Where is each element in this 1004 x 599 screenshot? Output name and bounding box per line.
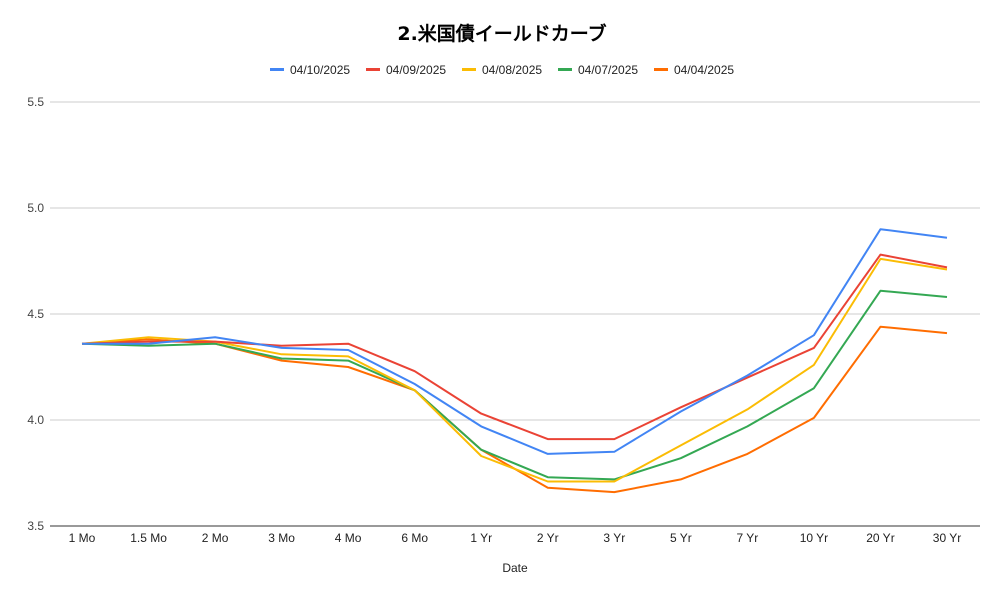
x-tick-label: 1.5 Mo — [130, 531, 167, 545]
legend-label: 04/07/2025 — [578, 63, 638, 77]
series-line-1[interactable] — [81, 253, 948, 441]
legend-swatch — [462, 68, 476, 71]
chart-title: 2.米国債イールドカーブ — [397, 23, 607, 45]
x-axis-title: Date — [502, 561, 528, 575]
legend-item[interactable]: 04/07/2025 — [558, 63, 638, 77]
x-tick-label: 3 Mo — [268, 531, 295, 545]
legend-label: 04/10/2025 — [290, 63, 350, 77]
y-tick-label: 4.0 — [27, 413, 44, 427]
x-tick-label: 4 Mo — [335, 531, 362, 545]
x-tick-label: 30 Yr — [933, 531, 961, 545]
grid-layer: 3.5 4.0 4.5 5.0 5.5 — [27, 95, 980, 533]
legend[interactable]: 04/10/2025 04/09/2025 04/08/2025 04/07/2025… — [270, 63, 734, 77]
axis-layer: Date 1 Mo 1.5 Mo 2 Mo 3 Mo 4 Mo 6 Mo 1 Yr 2 Yr 3… — [69, 531, 962, 575]
x-tick-label: 6 Mo — [401, 531, 428, 545]
x-tick-label: 10 Yr — [800, 531, 828, 545]
y-tick-label: 5.5 — [27, 95, 44, 109]
x-tick-label: 5 Yr — [670, 531, 692, 545]
legend-label: 04/09/2025 — [386, 63, 446, 77]
legend-item[interactable]: 04/08/2025 — [462, 63, 542, 77]
y-tick-label: 5.0 — [27, 201, 44, 215]
x-tick-label: 1 Yr — [470, 531, 492, 545]
series-line-4[interactable] — [81, 325, 948, 494]
x-tick-label: 7 Yr — [736, 531, 758, 545]
series-line-3[interactable] — [81, 289, 948, 481]
legend-item[interactable]: 04/10/2025 — [270, 63, 350, 77]
legend-swatch — [270, 68, 284, 71]
x-tick-label: 20 Yr — [866, 531, 894, 545]
series-line-2[interactable] — [81, 257, 948, 483]
series-line-0[interactable] — [82, 228, 948, 455]
legend-label: 04/08/2025 — [482, 63, 542, 77]
y-tick-label: 4.5 — [27, 307, 44, 321]
series-layer — [81, 228, 948, 494]
x-tick-label: 3 Yr — [603, 531, 625, 545]
x-tick-label: 2 Yr — [537, 531, 559, 545]
legend-label: 04/04/2025 — [674, 63, 734, 77]
legend-item[interactable]: 04/09/2025 — [366, 63, 446, 77]
legend-swatch — [558, 68, 572, 71]
x-tick-label: 2 Mo — [202, 531, 229, 545]
legend-swatch — [366, 68, 380, 71]
x-tick-label: 1 Mo — [69, 531, 96, 545]
legend-item[interactable]: 04/04/2025 — [654, 63, 734, 77]
y-tick-label: 3.5 — [27, 519, 44, 533]
legend-swatch — [654, 68, 668, 71]
